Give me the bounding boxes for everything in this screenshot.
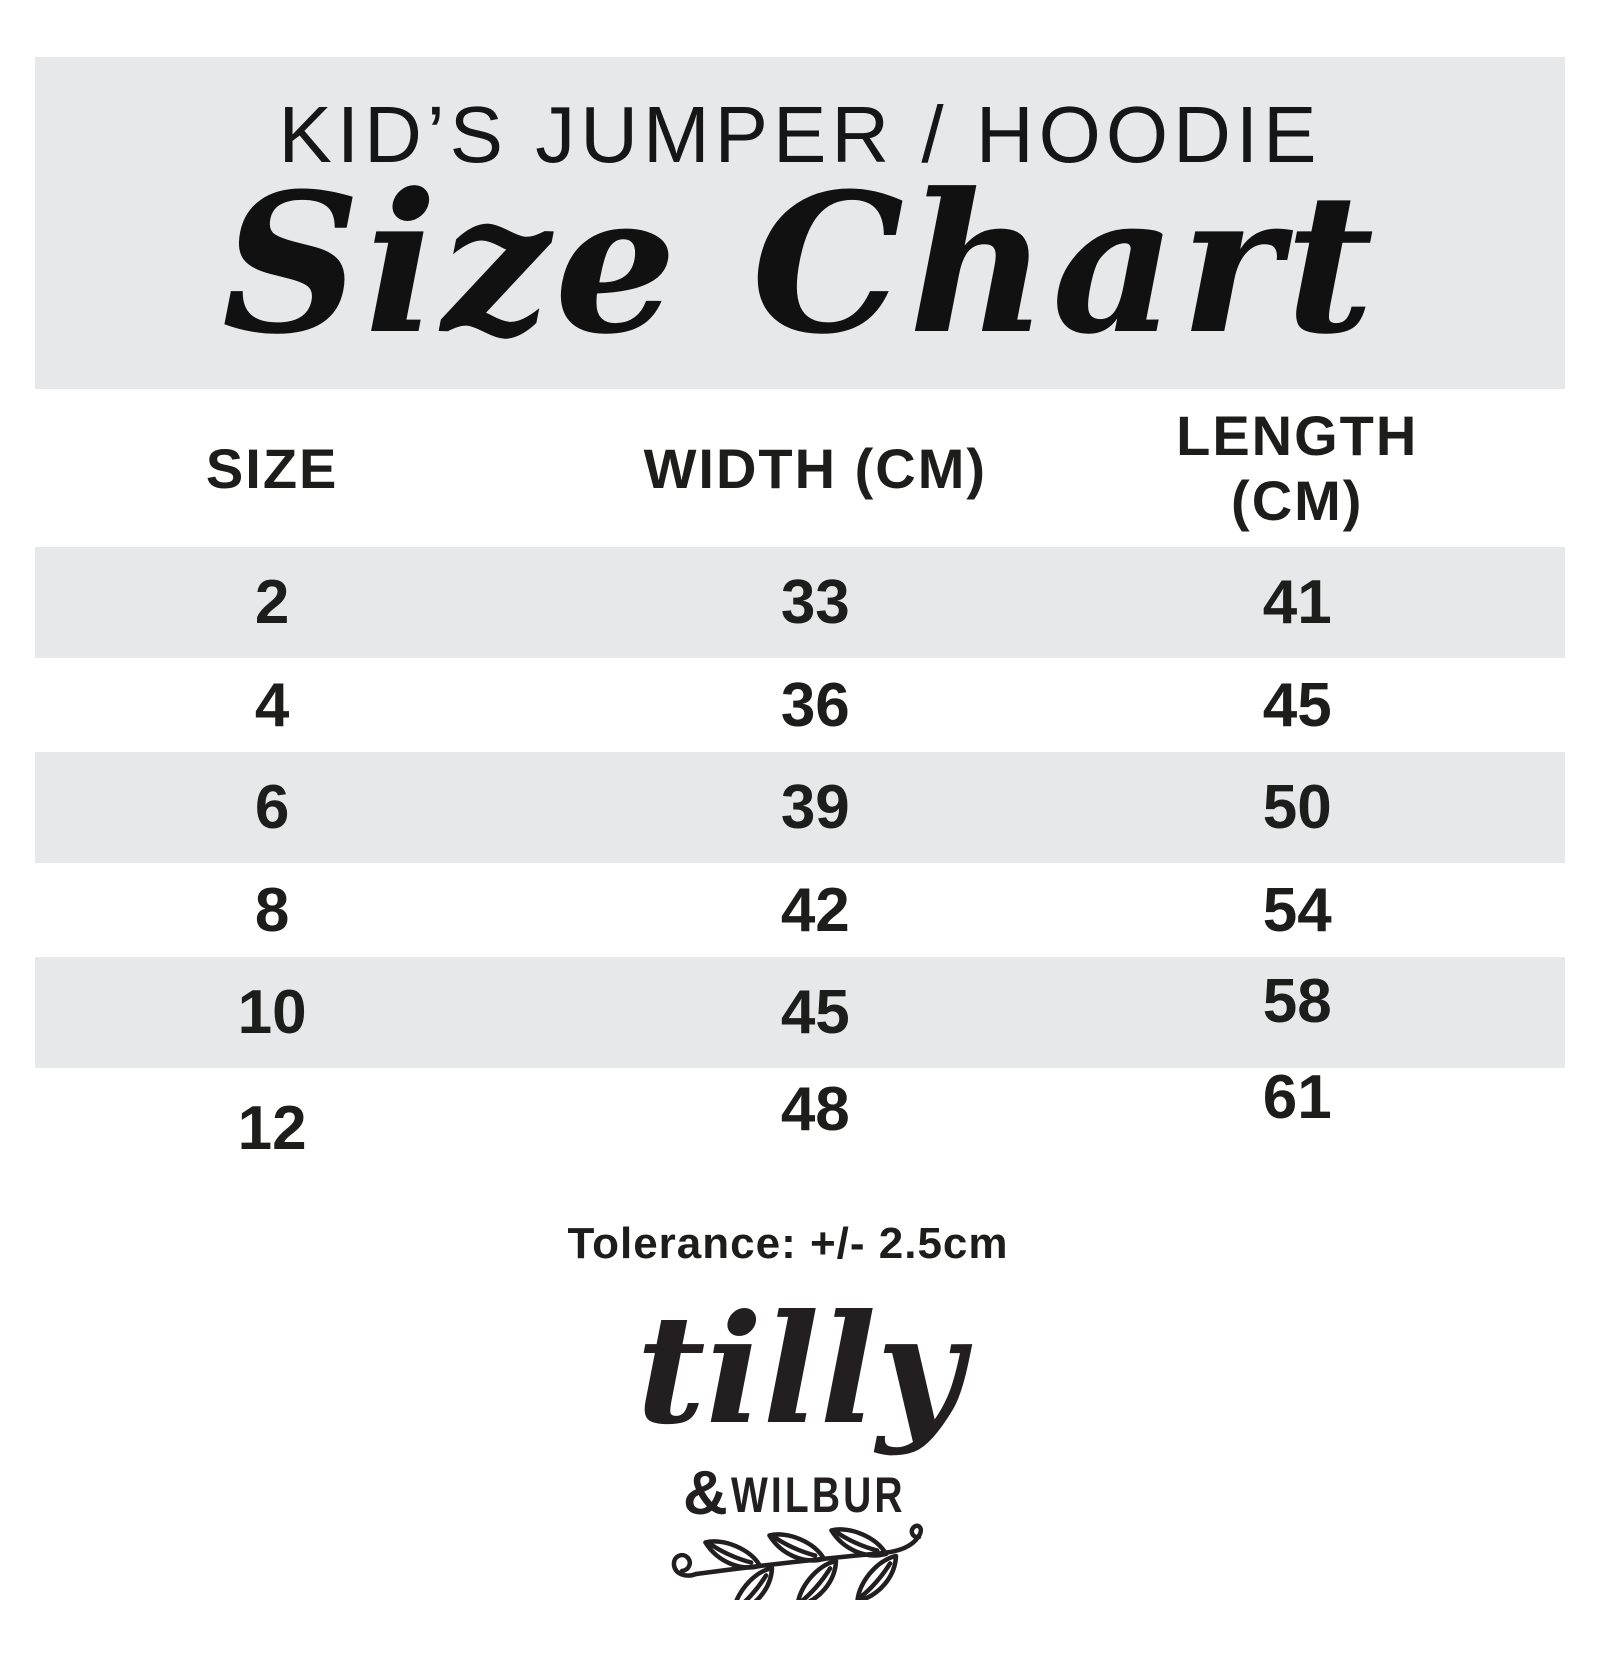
cell-width: 45: [780, 978, 850, 1047]
cell-width: 48: [780, 1074, 850, 1144]
title-band: KID’S JUMPER / HOODIE Size Chart: [35, 57, 1565, 389]
cell-width: 33: [780, 568, 850, 637]
brand-caps-text: WILBUR: [730, 1467, 906, 1523]
table-row: 12 48 61: [35, 1063, 1565, 1163]
column-header-width: WIDTH (CM): [643, 436, 988, 500]
brand-name-caps: & WILBUR: [683, 1463, 955, 1525]
table-row: 4 36 45: [35, 658, 1565, 752]
table-header-row: SIZE WIDTH (CM) LENGTH (CM): [35, 389, 1565, 547]
cell-size: 4: [254, 670, 290, 740]
table-row: 8 42 54: [35, 863, 1565, 957]
column-header-length: LENGTH (CM): [1176, 404, 1419, 532]
laurel-branch-icon: [671, 1510, 923, 1600]
table-row: 2 33 41: [35, 547, 1565, 658]
column-header-size: SIZE: [205, 436, 339, 500]
cell-size: 12: [237, 1093, 307, 1163]
size-table-body: 2 33 41 4 36 45 6 39 50 8 42 54 10 45: [35, 547, 1565, 1163]
cell-size: 8: [254, 875, 290, 945]
cell-length: 54: [1262, 875, 1332, 945]
cell-size: 10: [237, 978, 307, 1047]
cell-length: 61: [1262, 1062, 1332, 1132]
cell-length: 45: [1262, 670, 1332, 740]
table-row: 6 39 50: [35, 752, 1565, 863]
cell-width: 39: [780, 773, 850, 842]
brand-name-script: tilly: [636, 1282, 964, 1458]
tolerance-note: Tolerance: +/- 2.5cm: [567, 1219, 1009, 1268]
page-title: Size Chart: [221, 152, 1379, 377]
cell-length: 41: [1262, 568, 1332, 637]
cell-length: 50: [1262, 773, 1332, 842]
cell-size: 6: [254, 773, 290, 842]
cell-width: 36: [780, 670, 850, 740]
product-title: KID’S JUMPER / HOODIE: [278, 90, 1322, 179]
cell-size: 2: [254, 568, 290, 637]
cell-length: 58: [1262, 967, 1332, 1036]
table-row: 10 45 58: [35, 957, 1565, 1068]
ampersand-glyph: &: [683, 1459, 728, 1528]
cell-width: 42: [780, 875, 850, 945]
